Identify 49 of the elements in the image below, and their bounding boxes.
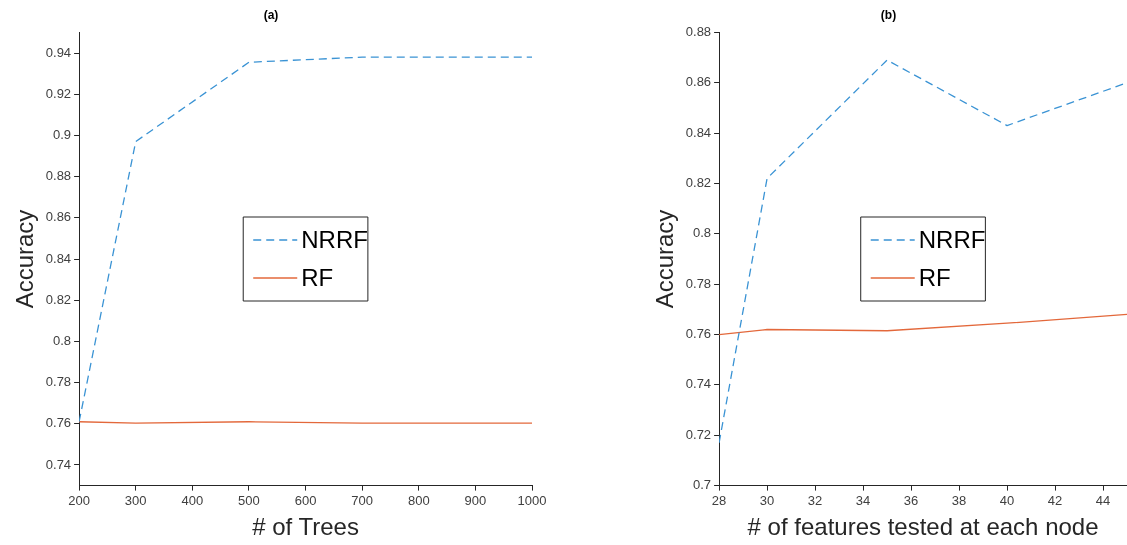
y-tick-label: 0.78 [45, 374, 72, 390]
y-tick-label: 0.9 [53, 126, 72, 142]
x-tick-label: 900 [464, 492, 487, 508]
y-tick-label: 0.7 [693, 477, 712, 493]
chart-title: (a) [263, 7, 279, 22]
x-tick-label: 38 [951, 492, 967, 508]
x-tick-label: 44 [1095, 492, 1111, 508]
y-tick-label: 0.8 [693, 225, 712, 241]
y-tick-label: 0.74 [685, 376, 712, 392]
legend-label: RF [918, 263, 951, 291]
y-axis-title: Accuracy [11, 209, 39, 309]
y-tick-label: 0.74 [45, 456, 72, 472]
y-tick-label: 0.82 [685, 175, 712, 191]
x-tick-label: 700 [351, 492, 374, 508]
x-tick-label: 36 [903, 492, 919, 508]
y-tick-label: 0.86 [45, 209, 72, 225]
y-tick-label: 0.88 [45, 168, 72, 184]
x-tick-label: 28 [711, 492, 727, 508]
y-tick-label: 0.72 [685, 426, 712, 442]
x-tick-label: 800 [407, 492, 430, 508]
legend-label: NRRF [301, 225, 368, 253]
y-tick-label: 0.84 [685, 124, 712, 140]
y-tick-label: 0.86 [685, 74, 712, 90]
x-tick-label: 34 [855, 492, 871, 508]
legend-label: NRRF [918, 225, 986, 253]
x-tick-label: 1000 [517, 492, 547, 508]
y-tick-label: 0.76 [685, 326, 712, 342]
y-tick-label: 0.94 [45, 44, 72, 60]
y-tick-label: 0.76 [45, 415, 72, 431]
y-tick-label: 0.84 [45, 250, 72, 266]
x-tick-label: 200 [68, 492, 90, 508]
y-tick-label: 0.88 [685, 23, 712, 39]
y-tick-label: 0.8 [53, 332, 72, 348]
chart-title: (b) [880, 7, 897, 22]
y-axis-title: Accuracy [651, 209, 679, 309]
x-tick-label: 42 [1047, 492, 1063, 508]
x-axis-title: # of Trees [252, 513, 359, 541]
x-tick-label: 32 [807, 492, 823, 508]
x-tick-label: 30 [759, 492, 775, 508]
x-tick-label: 40 [999, 492, 1015, 508]
y-tick-label: 0.78 [685, 275, 712, 291]
x-tick-label: 400 [181, 492, 204, 508]
x-tick-label: 600 [294, 492, 317, 508]
legend-label: RF [301, 263, 334, 291]
y-tick-label: 0.92 [45, 85, 72, 101]
x-axis-title: # of features tested at each node [747, 513, 1099, 541]
x-tick-label: 300 [124, 492, 147, 508]
x-tick-label: 500 [238, 492, 260, 508]
y-tick-label: 0.82 [45, 291, 72, 307]
